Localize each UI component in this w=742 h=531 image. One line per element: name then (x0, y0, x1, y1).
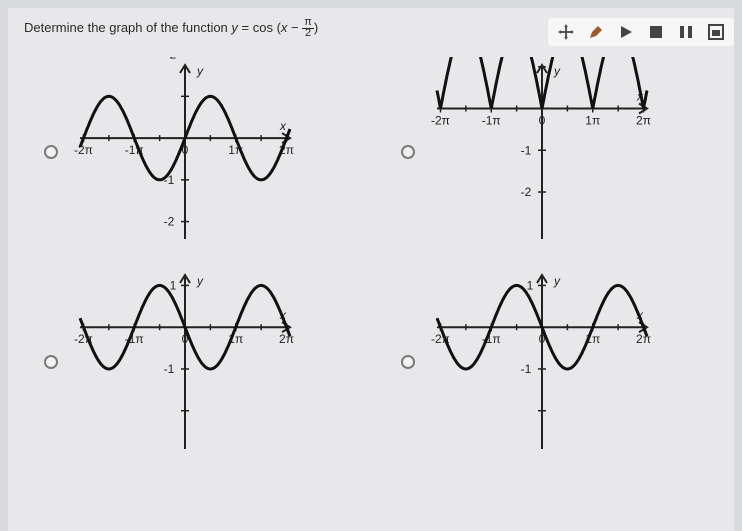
svg-text:-1: -1 (521, 143, 532, 157)
pause-icon[interactable] (678, 24, 694, 40)
arg-frac-den: 2 (302, 29, 314, 39)
svg-text:-2π: -2π (74, 143, 93, 157)
plot-a: -2π-1π01π2π2-1-2xy (70, 57, 300, 247)
pen-icon[interactable] (588, 24, 604, 40)
svg-text:2: 2 (170, 57, 177, 62)
arg-close: ) (314, 20, 318, 35)
svg-text:y: y (196, 64, 204, 78)
plot-d-wrap: -2π-1π01π2π21-1xy (427, 267, 657, 457)
plot-a-wrap: -2π-1π01π2π2-1-2xy (70, 57, 300, 247)
svg-text:1: 1 (170, 278, 177, 292)
plot-b-wrap: -2π-1π01π2π2-1-2xy (427, 57, 657, 247)
choice-b[interactable]: -2π-1π01π2π2-1-2xy (401, 57, 698, 247)
choice-a[interactable]: -2π-1π01π2π2-1-2xy (44, 57, 341, 247)
svg-text:-1π: -1π (482, 113, 501, 127)
choice-c[interactable]: -2π-1π01π2π21-1xy (44, 267, 341, 457)
plot-c: -2π-1π01π2π21-1xy (70, 267, 300, 457)
svg-text:-2: -2 (164, 214, 175, 228)
svg-text:2π: 2π (636, 332, 651, 346)
plot-d: -2π-1π01π2π21-1xy (427, 267, 657, 457)
fullscreen-icon[interactable] (708, 24, 724, 40)
radio-b[interactable] (401, 145, 415, 159)
func-eq: = cos (238, 20, 277, 35)
radio-a[interactable] (44, 145, 58, 159)
svg-text:-1: -1 (521, 362, 532, 376)
radio-d[interactable] (401, 355, 415, 369)
plot-c-wrap: -2π-1π01π2π21-1xy (70, 267, 300, 457)
svg-text:2π: 2π (636, 113, 651, 127)
svg-text:y: y (553, 64, 561, 78)
play-icon[interactable] (618, 24, 634, 40)
radio-c[interactable] (44, 355, 58, 369)
question-prefix: Determine the graph of the function (24, 20, 231, 35)
choice-d[interactable]: -2π-1π01π2π21-1xy (401, 267, 698, 457)
svg-text:y: y (196, 274, 204, 288)
arg-minus: − (287, 20, 302, 35)
move-icon[interactable] (558, 24, 574, 40)
svg-text:-1: -1 (164, 362, 175, 376)
stop-icon[interactable] (648, 24, 664, 40)
svg-text:0: 0 (539, 113, 546, 127)
svg-text:-2π: -2π (431, 113, 450, 127)
arg-frac: π2 (302, 18, 314, 39)
toolbar (548, 18, 734, 46)
svg-text:y: y (553, 274, 561, 288)
choice-grid: -2π-1π01π2π2-1-2xy -2π-1π01π2π2-1-2xy -2… (24, 57, 718, 457)
svg-text:2π: 2π (279, 332, 294, 346)
svg-text:1: 1 (527, 278, 534, 292)
svg-text:1π: 1π (585, 113, 600, 127)
svg-text:-2: -2 (521, 185, 532, 199)
svg-text:x: x (279, 119, 287, 133)
plot-b: -2π-1π01π2π2-1-2xy (427, 57, 657, 247)
